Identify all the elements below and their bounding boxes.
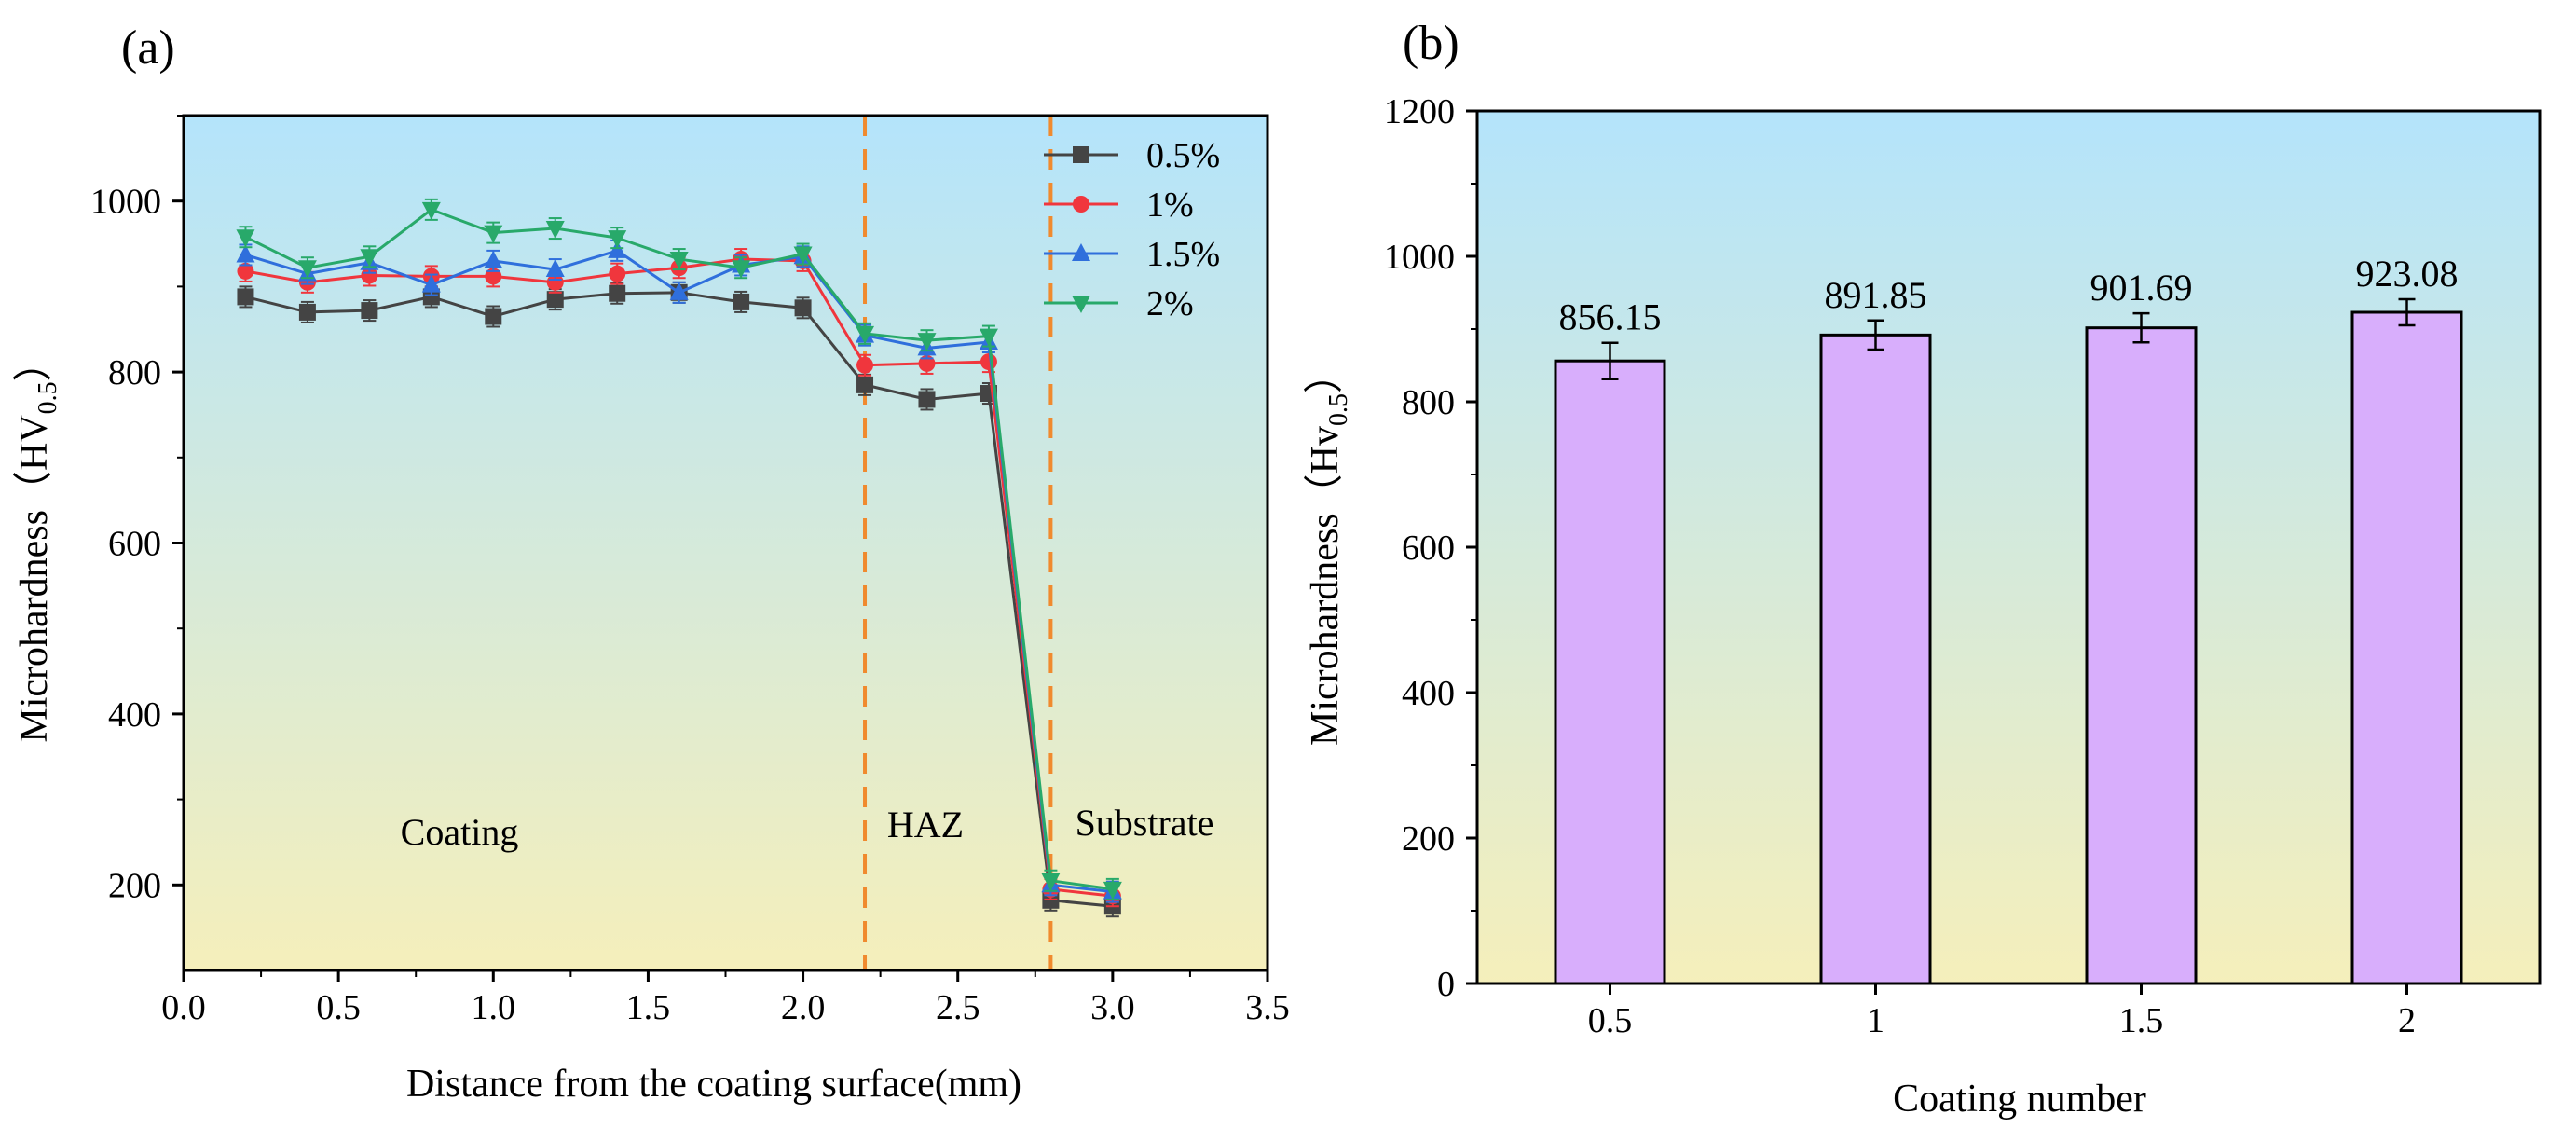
data-point <box>421 201 441 220</box>
x-tick-label-a: 2.5 <box>936 988 980 1027</box>
data-point <box>608 230 627 249</box>
region-label-coating: Coating <box>401 811 519 853</box>
data-point <box>609 265 626 282</box>
data-point <box>545 259 565 278</box>
data-point <box>856 356 874 374</box>
y-tick-label-a: 600 <box>108 525 161 564</box>
data-point <box>545 221 565 240</box>
y-tick-label-a: 800 <box>108 353 161 392</box>
data-point <box>669 282 689 300</box>
data-point <box>979 328 998 347</box>
x-tick-label-a: 2.0 <box>781 988 826 1027</box>
y-tick-label-a: 400 <box>108 695 161 735</box>
data-point <box>793 246 813 265</box>
y-tick-label-a: 200 <box>108 866 161 905</box>
panel-a-label: (a) <box>121 21 175 75</box>
y-tick-label-b: 0 <box>1437 965 1455 1004</box>
y-tick-label-b: 200 <box>1402 819 1455 859</box>
x-tick-label-a: 1.0 <box>472 988 516 1027</box>
y-axis-title-b: Microhardness（Hv0.5） <box>1304 354 1353 746</box>
data-point <box>669 252 689 270</box>
panel-b-bar-chart: (b) Coating number Microhardness（Hv0.5） … <box>1304 17 2542 1120</box>
legend-label: 0.5% <box>1146 136 1220 175</box>
data-point <box>733 293 750 310</box>
data-point <box>236 244 255 263</box>
y-tick-label-b: 600 <box>1402 529 1455 568</box>
panel-b-label: (b) <box>1403 17 1459 70</box>
y-axis-title-a: Microhardness（HV0.5） <box>13 342 62 742</box>
data-point <box>918 391 936 408</box>
x-tick-label-a: 3.0 <box>1090 988 1135 1027</box>
data-point <box>236 229 255 248</box>
legend-label: 1% <box>1146 186 1194 225</box>
x-axis-title-b: Coating number <box>1893 1078 2146 1120</box>
data-point <box>917 333 937 351</box>
bar-0.5 <box>1554 359 1666 985</box>
legend-label: 1.5% <box>1146 235 1220 274</box>
x-tick-label-a: 1.5 <box>626 988 671 1027</box>
region-label-haz: HAZ <box>887 804 964 845</box>
bar-value-label: 856.15 <box>1559 296 1662 338</box>
legend-marker <box>1073 196 1089 213</box>
data-point <box>918 354 936 372</box>
y-tick-label-a: 1000 <box>90 183 161 222</box>
x-tick-label-b: 0.5 <box>1588 1001 1633 1040</box>
data-point <box>1041 873 1061 891</box>
y-tick-label-b: 1000 <box>1384 238 1455 277</box>
data-point <box>237 288 254 306</box>
bar-value-label: 891.85 <box>1825 274 1927 316</box>
data-point <box>298 303 316 321</box>
data-point <box>546 291 564 309</box>
data-point <box>421 274 441 293</box>
region-label-substrate: Substrate <box>1076 802 1214 844</box>
data-point <box>361 302 378 320</box>
data-point <box>485 308 502 325</box>
x-tick-label-a: 3.5 <box>1245 988 1290 1027</box>
legend-marker <box>1073 146 1089 163</box>
bar-value-label: 901.69 <box>2090 267 2193 309</box>
data-point <box>484 225 503 243</box>
data-point <box>608 240 627 258</box>
bar-1.5 <box>2085 326 2198 985</box>
y-tick-label-b: 800 <box>1402 383 1455 422</box>
data-point <box>237 262 254 280</box>
bar-value-label: 923.08 <box>2356 253 2459 295</box>
x-axis-title-a: Distance from the coating surface(mm) <box>406 1063 1021 1106</box>
data-point <box>856 325 875 344</box>
data-point <box>856 376 874 393</box>
legend-marker <box>1072 296 1090 313</box>
data-point <box>297 260 317 279</box>
data-point <box>732 260 751 279</box>
data-point <box>361 267 378 284</box>
bar-2 <box>2350 310 2463 985</box>
data-point <box>422 288 440 306</box>
legend-marker <box>1072 243 1090 261</box>
x-tick-label-b: 2 <box>2398 1001 2416 1040</box>
data-point <box>484 250 503 268</box>
data-point <box>1103 881 1122 900</box>
data-point <box>794 299 812 317</box>
x-tick-label-b: 1 <box>1867 1001 1884 1040</box>
legend-label: 2% <box>1146 284 1194 323</box>
bar-1 <box>1819 333 1932 985</box>
data-point <box>980 353 997 371</box>
x-tick-label-a: 0.5 <box>316 988 361 1027</box>
y-tick-label-b: 400 <box>1402 674 1455 713</box>
y-tick-label-b: 1200 <box>1384 92 1455 131</box>
data-point <box>546 273 564 291</box>
data-point <box>485 268 502 285</box>
panel-a-line-chart: (a) Distance from the coating surface(mm… <box>13 21 1290 1106</box>
x-tick-label-b: 1.5 <box>2119 1001 2164 1040</box>
data-point <box>609 284 626 302</box>
data-point <box>360 249 379 268</box>
x-tick-label-a: 0.0 <box>161 988 206 1027</box>
